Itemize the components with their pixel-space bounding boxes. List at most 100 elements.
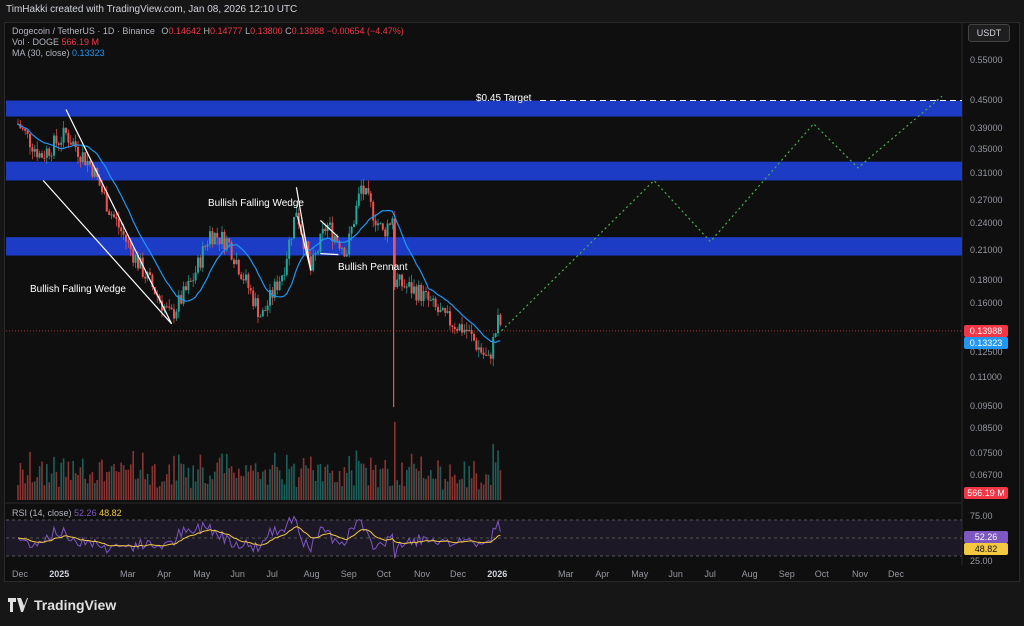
symbol-legend[interactable]: Dogecoin / TetherUS · 1D · Binance O0.14… — [12, 26, 404, 36]
volume-bar — [494, 462, 497, 500]
projection-path — [501, 95, 943, 332]
volume-bar — [497, 450, 499, 500]
volume-bar — [24, 483, 26, 500]
volume-bar — [271, 464, 274, 500]
volume-bar — [386, 468, 389, 500]
candle-body — [324, 228, 327, 232]
price-tick-label: 0.31000 — [970, 168, 1003, 179]
price-tick-label: 0.11000 — [970, 372, 1002, 383]
candle-body — [204, 246, 207, 248]
candle-body — [465, 329, 468, 332]
volume-bar — [379, 469, 382, 500]
candle-body — [177, 295, 180, 312]
volume-bar — [48, 482, 50, 500]
time-tick-label: May — [631, 569, 649, 579]
volume-bar — [396, 480, 398, 500]
candle-body — [489, 354, 492, 359]
candle-body — [182, 286, 185, 304]
candle-body — [410, 282, 413, 294]
candle-body — [441, 307, 444, 310]
candle-body — [139, 257, 142, 269]
volume-bar — [444, 478, 446, 500]
volume-bar — [50, 473, 53, 500]
candle-body — [194, 272, 197, 281]
candle-body — [415, 286, 418, 301]
candle-body — [434, 298, 437, 307]
volume-bar — [391, 485, 394, 500]
volume-bar — [283, 484, 286, 500]
volume-bar — [398, 484, 401, 500]
price-tick-label: 0.16000 — [970, 298, 1003, 309]
candle-body — [237, 259, 240, 275]
candle-body — [485, 354, 487, 356]
candle-body — [384, 229, 387, 237]
candle-body — [362, 185, 365, 195]
volume-bar — [204, 482, 206, 500]
volume-bar — [406, 470, 408, 500]
symbol-title: Dogecoin / TetherUS · 1D · Binance — [12, 26, 155, 36]
candle-body — [297, 212, 300, 225]
volume-bar — [307, 468, 310, 500]
volume-bar — [247, 471, 250, 500]
candle-body — [173, 309, 175, 319]
candle-body — [470, 329, 473, 334]
volume-bar — [108, 471, 110, 500]
volume-bar — [473, 461, 475, 500]
candle-body — [55, 135, 58, 144]
volume-bar — [257, 471, 259, 500]
volume-bar — [127, 469, 130, 500]
candle-body — [41, 153, 43, 158]
wedge2-upper-line — [295, 187, 312, 271]
volume-bar — [341, 486, 343, 500]
price-tick-label: 0.09500 — [970, 401, 1003, 412]
currency-button[interactable]: USDT — [968, 24, 1010, 42]
candle-body — [425, 291, 427, 293]
candle-body — [33, 148, 36, 152]
volume-bar — [478, 489, 480, 500]
pennant-annotation: Bullish Pennant — [338, 262, 408, 273]
volume-bar — [353, 485, 355, 500]
candle-body — [91, 164, 94, 177]
candle-body — [230, 242, 233, 260]
rsi-ma-line — [17, 526, 501, 548]
candle-body — [101, 185, 103, 193]
volume-bar — [182, 464, 185, 500]
volume-bar — [202, 467, 204, 500]
volume-bar — [300, 468, 302, 500]
volume-bar — [312, 470, 314, 500]
volume-bar — [175, 480, 178, 500]
volume-bar — [223, 473, 226, 500]
volume-bar — [485, 474, 487, 500]
volume-bar — [43, 485, 46, 500]
ma-label: MA (30, close) — [12, 48, 70, 58]
volume-bar — [298, 477, 300, 500]
volume-bar — [439, 466, 442, 500]
volume-bar — [372, 470, 374, 500]
candle-body — [187, 280, 190, 291]
ma-legend[interactable]: MA (30, close) 0.13323 — [12, 48, 105, 58]
candle-body — [206, 244, 209, 247]
volume-bar — [442, 489, 444, 500]
candle-body — [480, 347, 483, 353]
candle-body — [29, 133, 31, 148]
candle-body — [242, 279, 245, 281]
volume-bar — [209, 475, 211, 500]
volume-bar — [427, 475, 430, 500]
volume-bar — [86, 483, 89, 500]
candle-body — [278, 281, 281, 291]
tradingview-logo[interactable]: TradingView — [8, 597, 116, 613]
volume-legend[interactable]: Vol · DOGE 566.19 M — [12, 37, 99, 47]
candle-body — [266, 305, 269, 311]
volume-bar — [278, 470, 281, 500]
candle-body — [223, 231, 226, 250]
rsi-legend[interactable]: RSI (14, close) 52.26 48.82 — [12, 508, 122, 518]
volume-bar — [499, 470, 502, 500]
volume-bar — [216, 462, 218, 500]
candle-body — [122, 231, 125, 235]
candle-body — [50, 155, 53, 157]
candle-body — [477, 347, 480, 350]
candle-body — [115, 217, 118, 220]
volume-bar — [98, 462, 101, 500]
candle-body — [389, 223, 391, 225]
volume-bar — [163, 481, 166, 500]
